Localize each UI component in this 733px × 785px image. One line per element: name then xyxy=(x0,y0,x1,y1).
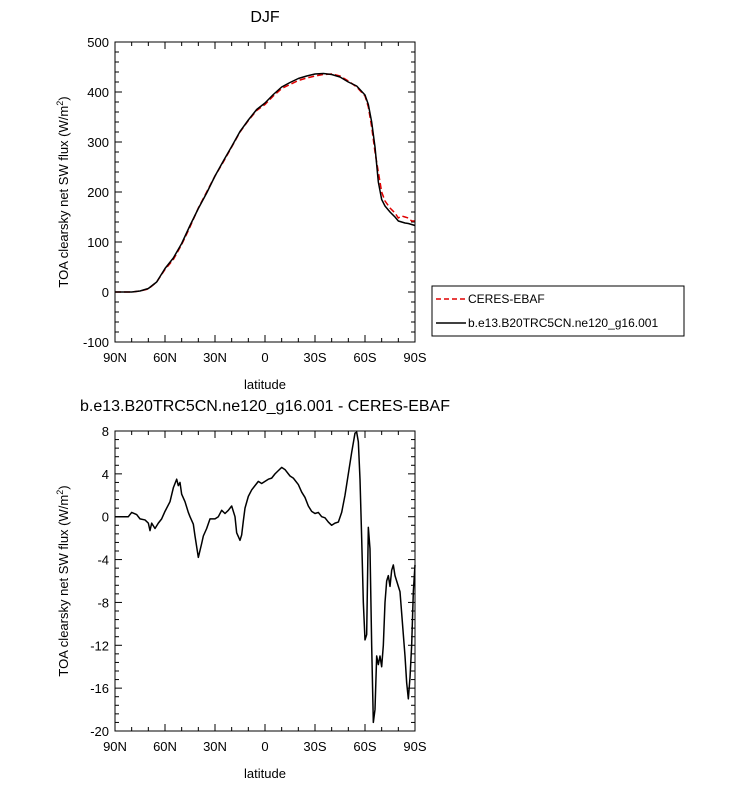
bottom-ytick-label: 0 xyxy=(102,510,109,525)
legend-label-ceres: CERES-EBAF xyxy=(468,292,545,306)
top-chart-xlabel: latitude xyxy=(244,377,286,392)
bottom-ytick-label: 8 xyxy=(102,424,109,439)
top-chart-series xyxy=(115,72,416,293)
bottom-chart-axes: 90N 60N 30N 0 30S 60S 90S -20 -16 -12 -8 -4 0 4 8 xyxy=(90,424,427,754)
top-chart-ylabel: TOA clearsky net SW flux (W/m2) xyxy=(55,96,71,287)
bottom-chart-ylabel: TOA clearsky net SW flux (W/m2) xyxy=(55,485,71,676)
bottom-series-line-0 xyxy=(115,431,416,724)
top-series-line-1 xyxy=(115,72,416,293)
top-xtick-label: 90S xyxy=(403,350,426,365)
bottom-ytick-label: -16 xyxy=(90,681,109,696)
top-xtick-label: 0 xyxy=(261,350,268,365)
top-xtick-label: 60N xyxy=(153,350,177,365)
bottom-chart-title: b.e13.B20TRC5CN.ne120_g16.001 - CERES-EB… xyxy=(80,398,450,415)
bottom-xtick-label: 30S xyxy=(303,739,326,754)
top-ytick-label: -100 xyxy=(83,335,109,350)
bottom-xtick-label: 30N xyxy=(203,739,227,754)
bottom-chart-xlabel: latitude xyxy=(244,766,286,781)
top-ytick-label: 400 xyxy=(87,85,109,100)
top-xtick-label: 30N xyxy=(203,350,227,365)
top-chart: DJF 90N 60N 30N 0 30S 60S 90S -100 0 100 200 300 400… xyxy=(55,9,685,392)
bottom-xtick-label: 90S xyxy=(403,739,426,754)
bottom-ytick-label: -20 xyxy=(90,724,109,739)
bottom-xtick-label: 60N xyxy=(153,739,177,754)
top-ytick-label: 200 xyxy=(87,185,109,200)
legend: CERES-EBAF b.e13.B20TRC5CN.ne120_g16.001 xyxy=(431,285,685,337)
top-ytick-label: 500 xyxy=(87,35,109,50)
top-series-line-0 xyxy=(115,73,415,293)
top-ytick-label: 100 xyxy=(87,235,109,250)
top-plot-frame xyxy=(114,41,416,343)
bottom-ytick-label: -12 xyxy=(90,638,109,653)
bottom-xtick-label: 90N xyxy=(103,739,127,754)
bottom-ytick-label: -8 xyxy=(97,595,109,610)
bottom-chart-series xyxy=(115,431,416,724)
top-ytick-label: 0 xyxy=(102,285,109,300)
top-ytick-label: 300 xyxy=(87,135,109,150)
top-chart-title: DJF xyxy=(250,9,280,26)
bottom-xtick-label: 60S xyxy=(353,739,376,754)
bottom-chart: b.e13.B20TRC5CN.ne120_g16.001 - CERES-EB… xyxy=(55,398,450,781)
bottom-ytick-label: 4 xyxy=(102,467,109,482)
top-chart-axes: 90N 60N 30N 0 30S 60S 90S -100 0 100 200 300 400 500 xyxy=(83,35,427,365)
top-xtick-label: 60S xyxy=(353,350,376,365)
bottom-plot-frame xyxy=(114,430,416,732)
legend-label-model: b.e13.B20TRC5CN.ne120_g16.001 xyxy=(468,316,658,330)
top-xtick-label: 30S xyxy=(303,350,326,365)
bottom-xtick-label: 0 xyxy=(261,739,268,754)
bottom-ytick-label: -4 xyxy=(97,553,109,568)
legend-box xyxy=(431,285,685,337)
top-xtick-label: 90N xyxy=(103,350,127,365)
